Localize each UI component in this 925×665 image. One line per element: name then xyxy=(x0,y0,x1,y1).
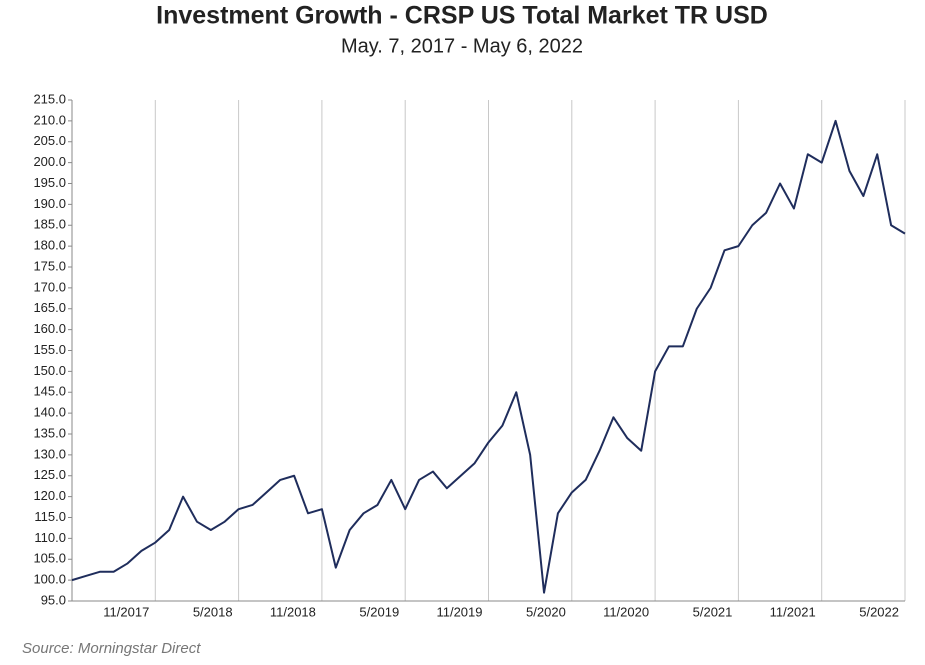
y-tick-label: 95.0 xyxy=(41,592,66,607)
y-tick-label: 185.0 xyxy=(33,217,66,232)
y-tick-label: 195.0 xyxy=(33,175,66,190)
x-tick-label: 11/2018 xyxy=(270,604,316,619)
y-tick-label: 165.0 xyxy=(33,300,66,315)
y-tick-label: 160.0 xyxy=(33,321,66,336)
y-tick-label: 120.0 xyxy=(33,488,66,503)
series-line xyxy=(71,119,906,594)
x-tick-label: 11/2021 xyxy=(770,604,816,619)
y-tick-label: 180.0 xyxy=(33,238,66,253)
y-tick-label: 110.0 xyxy=(34,530,66,545)
y-tick-label: 105.0 xyxy=(33,551,66,566)
y-tick-label: 115.0 xyxy=(34,509,66,524)
y-tick-label: 100.0 xyxy=(33,572,66,587)
x-tick-label: 5/2020 xyxy=(526,604,566,619)
y-tick-label: 215.0 xyxy=(33,91,66,106)
chart-subtitle: May. 7, 2017 - May 6, 2022 xyxy=(341,35,583,57)
y-tick-label: 140.0 xyxy=(33,405,66,420)
source-note: Source: Morningstar Direct xyxy=(22,640,201,657)
y-tick-label: 130.0 xyxy=(33,446,66,461)
x-tick-label: 5/2019 xyxy=(359,604,399,619)
x-tick-label: 11/2019 xyxy=(436,604,482,619)
y-tick-label: 145.0 xyxy=(33,384,66,399)
y-tick-label: 125.0 xyxy=(33,467,66,482)
y-tick-label: 150.0 xyxy=(33,363,66,378)
x-tick-label: 11/2020 xyxy=(603,604,649,619)
chart-title: Investment Growth - CRSP US Total Market… xyxy=(156,2,768,30)
x-tick-label: 5/2021 xyxy=(693,604,733,619)
y-tick-label: 170.0 xyxy=(33,279,66,294)
y-tick-label: 190.0 xyxy=(33,196,66,211)
y-tick-label: 200.0 xyxy=(33,154,66,169)
x-tick-label: 5/2022 xyxy=(859,604,899,619)
y-tick-label: 175.0 xyxy=(33,258,66,273)
x-tick-label: 5/2018 xyxy=(193,604,233,619)
y-tick-label: 155.0 xyxy=(33,342,66,357)
y-tick-label: 135.0 xyxy=(33,425,66,440)
x-tick-label: 11/2017 xyxy=(103,604,149,619)
y-tick-label: 205.0 xyxy=(33,133,66,148)
y-tick-label: 210.0 xyxy=(33,112,66,127)
